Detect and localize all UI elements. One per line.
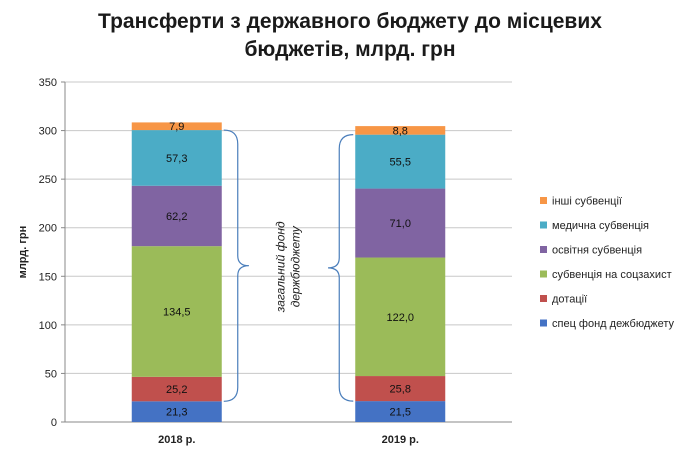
data-label: 25,2 [166, 384, 187, 396]
legend-label: субвенція на соцзахист [552, 269, 672, 281]
legend: інші субвенції медична субвенція освітня с… [540, 196, 675, 330]
y-tick-label: 300 [39, 126, 57, 138]
data-label: 8,8 [393, 125, 408, 137]
bar-segment [131, 246, 222, 377]
bars: 21,3 25,2 134,5 62,2 57,3 7,9 21,5 25,8 122,0 71,… [131, 121, 446, 422]
annotation-line: загальний фонд [274, 221, 288, 313]
legend-swatch [540, 319, 547, 327]
y-tick-label: 200 [39, 223, 57, 235]
bar-segment [131, 401, 222, 422]
bar-segment [131, 130, 222, 186]
legend-swatch [540, 221, 547, 229]
annotation: загальний фонддержбюджету [223, 129, 354, 402]
y-tick-label: 50 [45, 368, 57, 380]
bar-segment [131, 122, 222, 131]
legend-swatch [540, 295, 547, 302]
brace [223, 129, 249, 402]
data-label: 57,3 [166, 153, 187, 165]
legend-swatch [540, 197, 547, 204]
y-tick-label: 0 [51, 417, 57, 429]
y-tick-label: 350 [39, 77, 57, 89]
data-label: 55,5 [390, 157, 411, 169]
legend-label: освітня субвенція [552, 245, 642, 257]
bar-segment [355, 126, 446, 135]
bar-segment [355, 257, 446, 377]
annotation-line: держбюджету [289, 225, 303, 307]
bar-segment [131, 185, 222, 247]
data-label: 21,5 [390, 407, 411, 419]
bar-segment [355, 188, 446, 258]
data-label: 21,3 [166, 407, 187, 419]
legend-label: інші субвенції [552, 196, 622, 208]
data-label: 122,0 [386, 312, 414, 324]
x-category-label: 2019 р. [382, 434, 419, 446]
data-label: 7,9 [169, 121, 184, 133]
chart-title: Трансферти з державного бюджету до місце… [0, 8, 700, 64]
x-axis-categories: 2018 р. 2019 р. [158, 434, 419, 446]
data-label: 134,5 [163, 307, 191, 319]
y-axis-label: млрд. грн [17, 226, 29, 279]
bar-segment [355, 376, 446, 402]
bar-segment [131, 376, 222, 402]
bar-segment [355, 134, 446, 189]
y-tick-label: 250 [39, 174, 57, 186]
legend-swatch [540, 246, 547, 253]
data-label: 62,2 [166, 211, 187, 223]
bar-segment [355, 401, 446, 422]
chart-title-line-2: бюджетів, млрд. грн [244, 38, 456, 61]
brace [328, 134, 354, 402]
data-label: 71,0 [390, 218, 411, 230]
annotation-text: загальний фонддержбюджету [274, 221, 303, 313]
legend-swatch [540, 270, 547, 278]
y-tick-label: 100 [39, 320, 57, 332]
legend-label: дотації [552, 294, 587, 306]
data-label: 25,8 [390, 384, 411, 396]
y-tick-label: 150 [39, 271, 57, 283]
x-category-label: 2018 р. [158, 434, 195, 446]
chart-title-line-1: Трансферти з державного бюджету до місце… [98, 10, 602, 33]
legend-label: медична субвенція [552, 220, 649, 232]
legend-label: спец фонд дежбюджету [552, 318, 675, 330]
